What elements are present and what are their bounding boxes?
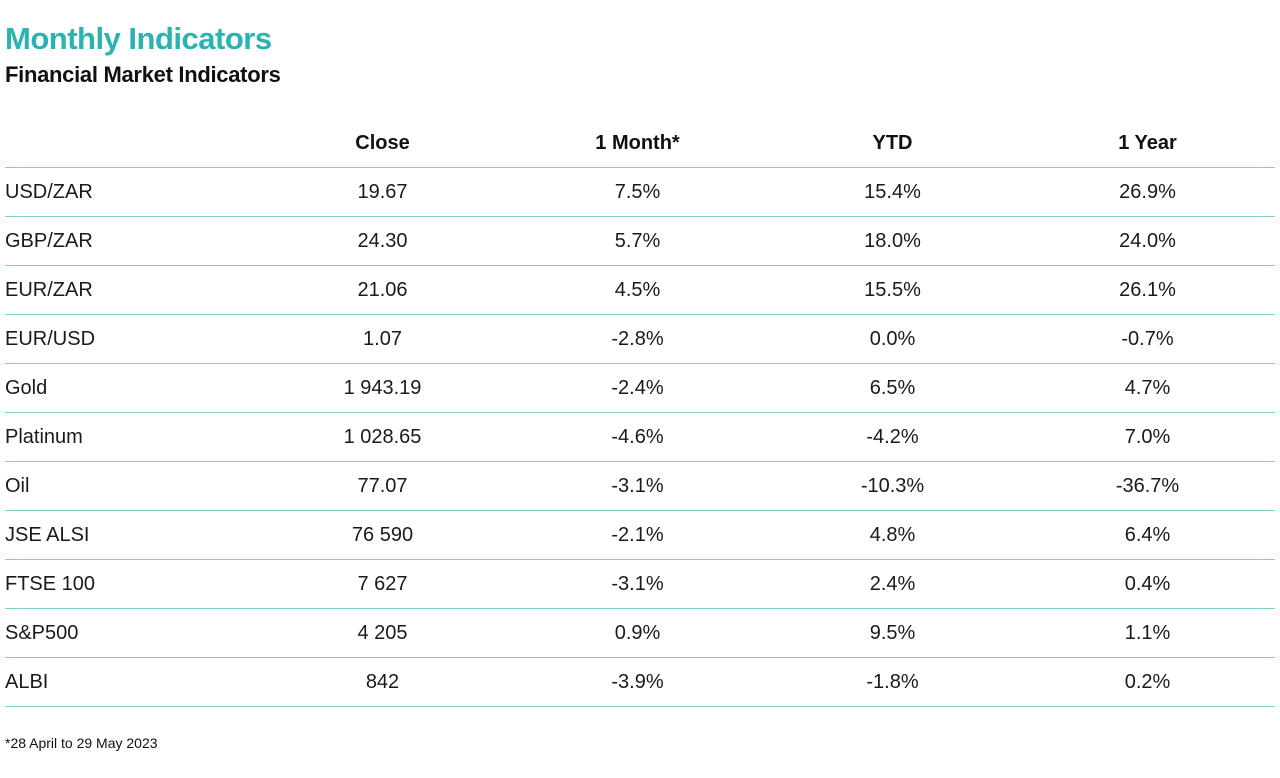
close-value: 76 590 xyxy=(351,524,414,546)
ytd-value: 2.4% xyxy=(869,573,916,595)
one-year-value: 1.1% xyxy=(1124,622,1171,644)
indicators-table: Close 1 Month* YTD 1 Year USD/ZAR 19.67 … xyxy=(5,119,1275,707)
indicator-name: GBP/ZAR xyxy=(5,230,93,252)
one-month-value: -3.1% xyxy=(611,475,664,497)
table-row: GBP/ZAR 24.30 5.7% 18.0% 24.0% xyxy=(5,217,1275,266)
indicator-name: Platinum xyxy=(5,426,83,448)
page-subtitle: Financial Market Indicators xyxy=(5,62,281,87)
indicator-name: EUR/USD xyxy=(5,328,96,350)
table-row: Platinum 1 028.65 -4.6% -4.2% 7.0% xyxy=(5,413,1275,462)
column-header-ytd: YTD xyxy=(872,132,913,154)
one-year-value: 6.4% xyxy=(1124,524,1171,546)
table-row: EUR/USD 1.07 -2.8% 0.0% -0.7% xyxy=(5,315,1275,364)
table-row: S&P500 4 205 0.9% 9.5% 1.1% xyxy=(5,609,1275,658)
ytd-value: -4.2% xyxy=(866,426,919,448)
indicator-name: JSE ALSI xyxy=(5,524,90,546)
one-month-value: -3.9% xyxy=(611,671,664,693)
indicator-name: ALBI xyxy=(5,671,49,693)
one-year-value: 24.0% xyxy=(1119,230,1176,252)
indicator-name: S&P500 xyxy=(5,622,79,644)
one-year-value: 0.2% xyxy=(1124,671,1171,693)
close-value: 19.67 xyxy=(357,181,408,203)
ytd-value: 4.8% xyxy=(869,524,916,546)
table-row: FTSE 100 7 627 -3.1% 2.4% 0.4% xyxy=(5,560,1275,609)
indicator-name: USD/ZAR xyxy=(5,181,93,203)
table-row: JSE ALSI 76 590 -2.1% 4.8% 6.4% xyxy=(5,511,1275,560)
table-row: ALBI 842 -3.9% -1.8% 0.2% xyxy=(5,658,1275,707)
table-header-row: Close 1 Month* YTD 1 Year xyxy=(5,119,1275,168)
column-header-1-month: 1 Month* xyxy=(595,132,680,154)
close-value: 7 627 xyxy=(357,573,408,595)
one-month-value: -2.1% xyxy=(611,524,664,546)
table-row: Oil 77.07 -3.1% -10.3% -36.7% xyxy=(5,462,1275,511)
one-month-value: 7.5% xyxy=(614,181,661,203)
one-month-value: -2.4% xyxy=(611,377,664,399)
one-month-value: -2.8% xyxy=(611,328,664,350)
indicator-name: EUR/ZAR xyxy=(5,279,93,301)
ytd-value: -1.8% xyxy=(866,671,919,693)
one-year-value: 26.9% xyxy=(1119,181,1176,203)
one-month-value: -3.1% xyxy=(611,573,664,595)
one-month-value: 0.9% xyxy=(614,622,661,644)
one-month-value: -4.6% xyxy=(611,426,664,448)
one-year-value: 26.1% xyxy=(1119,279,1176,301)
one-month-value: 4.5% xyxy=(614,279,661,301)
close-value: 1 943.19 xyxy=(343,377,422,399)
one-year-value: 0.4% xyxy=(1124,573,1171,595)
ytd-value: 0.0% xyxy=(869,328,916,350)
close-value: 4 205 xyxy=(357,622,408,644)
close-value: 21.06 xyxy=(357,279,408,301)
ytd-value: 15.4% xyxy=(864,181,921,203)
one-year-value: -36.7% xyxy=(1115,475,1180,497)
page-title: Monthly Indicators xyxy=(5,21,272,56)
ytd-value: 9.5% xyxy=(869,622,916,644)
close-value: 77.07 xyxy=(357,475,408,497)
indicator-name: Gold xyxy=(5,377,48,399)
one-year-value: 4.7% xyxy=(1124,377,1171,399)
one-month-value: 5.7% xyxy=(614,230,661,252)
table-row: USD/ZAR 19.67 7.5% 15.4% 26.9% xyxy=(5,168,1275,217)
one-year-value: -0.7% xyxy=(1121,328,1174,350)
close-value: 842 xyxy=(365,671,400,693)
indicator-name: Oil xyxy=(5,475,30,497)
ytd-value: 15.5% xyxy=(864,279,921,301)
table-row: Gold 1 943.19 -2.4% 6.5% 4.7% xyxy=(5,364,1275,413)
column-header-close: Close xyxy=(355,132,410,154)
indicator-name: FTSE 100 xyxy=(5,573,96,595)
ytd-value: 6.5% xyxy=(869,377,916,399)
close-value: 1 028.65 xyxy=(343,426,422,448)
table-row: EUR/ZAR 21.06 4.5% 15.5% 26.1% xyxy=(5,266,1275,315)
ytd-value: 18.0% xyxy=(864,230,921,252)
close-value: 1.07 xyxy=(363,328,402,350)
one-year-value: 7.0% xyxy=(1124,426,1171,448)
column-header-1-year: 1 Year xyxy=(1118,132,1177,154)
footnote: *28 April to 29 May 2023 xyxy=(5,735,158,751)
ytd-value: -10.3% xyxy=(860,475,925,497)
close-value: 24.30 xyxy=(357,230,408,252)
